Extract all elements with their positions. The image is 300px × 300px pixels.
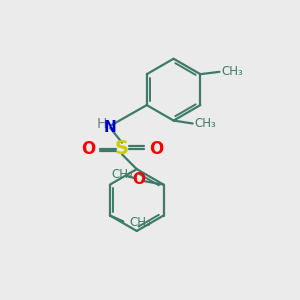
Text: O: O (132, 172, 145, 187)
Text: CH₃: CH₃ (195, 117, 217, 130)
Text: O: O (149, 140, 164, 158)
Text: O: O (81, 140, 95, 158)
Text: H: H (96, 117, 106, 131)
Text: S: S (115, 139, 129, 158)
Text: N: N (104, 120, 117, 135)
Text: CH₃: CH₃ (129, 216, 151, 230)
Text: CH₃: CH₃ (221, 65, 243, 78)
Text: CH₃: CH₃ (111, 168, 133, 182)
